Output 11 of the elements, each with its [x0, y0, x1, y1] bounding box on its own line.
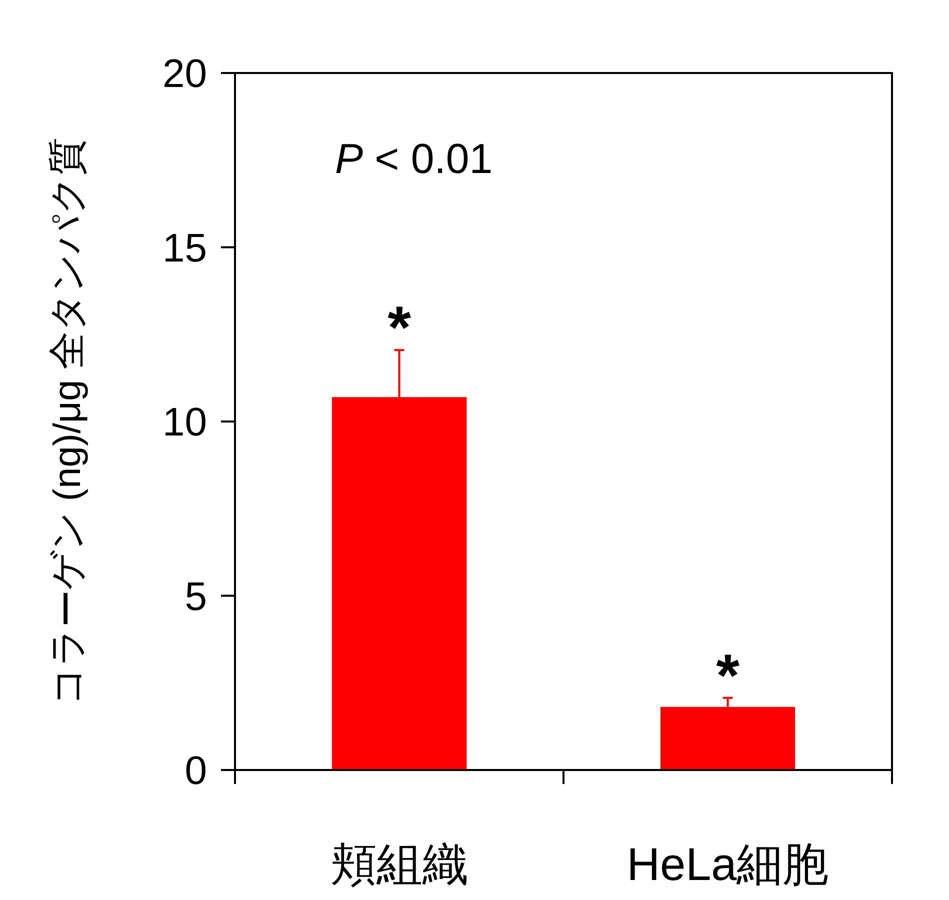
- x-tick-label: 頬組織: [330, 838, 468, 890]
- y-tick-label: 20: [162, 52, 207, 96]
- y-tick-label: 0: [184, 749, 207, 793]
- annotation: *: [716, 642, 740, 709]
- x-tick-label: HeLa細胞: [626, 838, 829, 890]
- annotation: P < 0.01: [335, 135, 493, 182]
- y-axis-title: コラーゲン (ng)/μg 全タンパク質: [47, 137, 89, 706]
- y-tick-label: 5: [184, 574, 207, 619]
- y-tick-label: 10: [162, 400, 207, 444]
- y-tick-label: 15: [162, 226, 207, 270]
- annotation: *: [388, 294, 412, 362]
